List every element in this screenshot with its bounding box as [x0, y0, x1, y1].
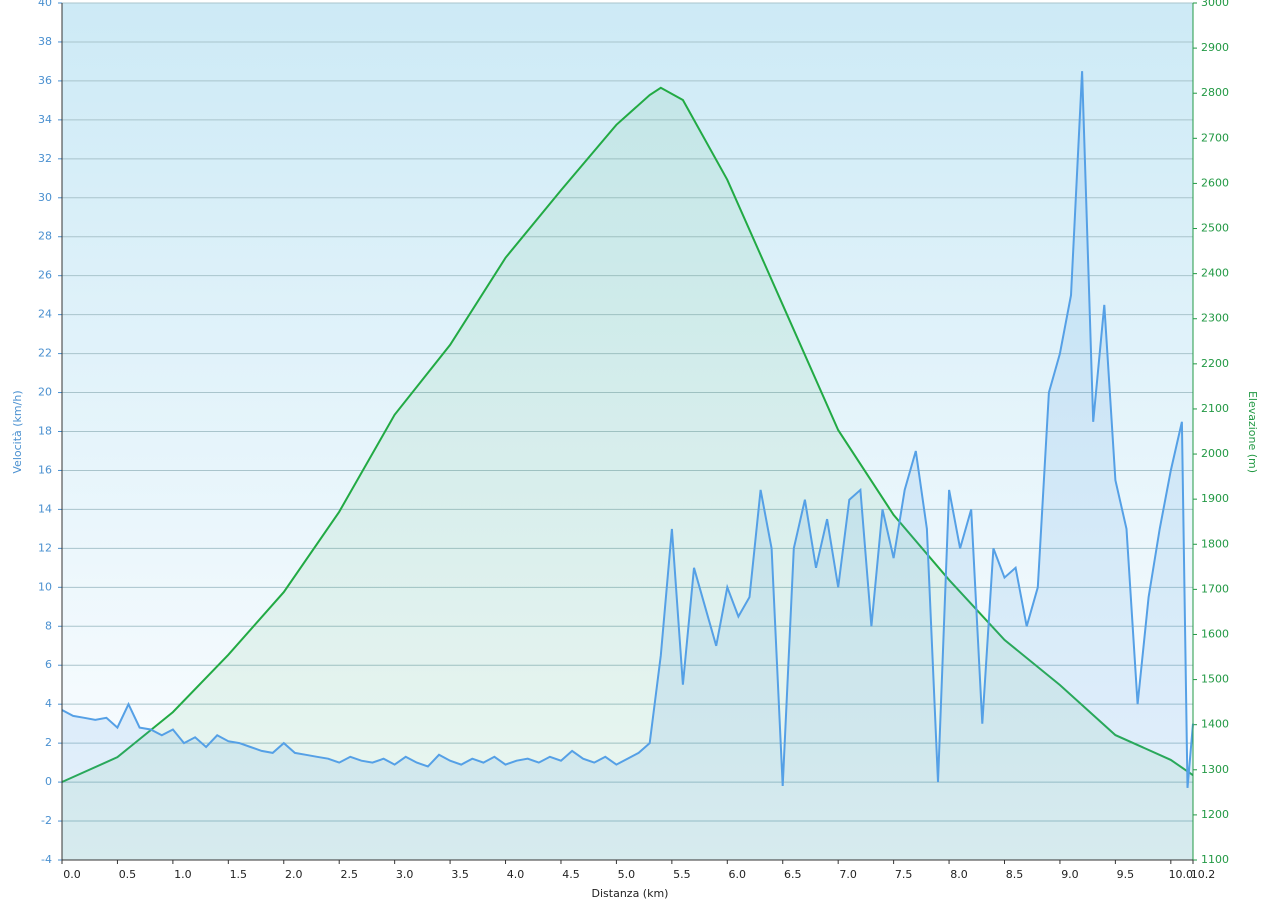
x-tick-label: 9.5 — [1117, 868, 1135, 881]
y2-tick-label: 2400 — [1201, 267, 1229, 280]
x-tick-label: 3.0 — [396, 868, 414, 881]
y-tick-label: 34 — [38, 113, 52, 126]
y-tick-label: 40 — [38, 0, 52, 9]
x-tick-label: 0.5 — [119, 868, 137, 881]
x-tick-label: 2.5 — [340, 868, 358, 881]
x-tick-label: 3.5 — [451, 868, 469, 881]
y-tick-label: 18 — [38, 425, 52, 438]
y-tick-label: 20 — [38, 386, 52, 399]
y2-tick-label: 2500 — [1201, 222, 1229, 235]
y-tick-label: 0 — [45, 775, 52, 788]
x-tick-label: 9.0 — [1061, 868, 1079, 881]
x-axis-label: Distanza (km) — [592, 887, 669, 900]
line — [61, 86, 1194, 783]
x-tick-label: 1.5 — [230, 868, 248, 881]
y-tick-label: 8 — [45, 619, 52, 632]
x-tick-label: 1.0 — [174, 868, 192, 881]
y-tick-label: 24 — [38, 308, 52, 321]
y-tick-label: 6 — [45, 658, 52, 671]
x-tick-label: 10.2 — [1191, 868, 1216, 881]
x-tick-label: 7.5 — [895, 868, 913, 881]
x-tick-label: 6.5 — [784, 868, 802, 881]
y-tick-label: -4 — [41, 853, 52, 866]
y-tick-label: 2 — [45, 736, 52, 749]
y-tick-label: 16 — [38, 463, 52, 476]
y2-tick-label: 1600 — [1201, 627, 1229, 640]
x-tick-label: 10.0 — [1169, 868, 1194, 881]
x-tick-label: 4.0 — [507, 868, 525, 881]
y2-tick-label: 1400 — [1201, 718, 1229, 731]
y-tick-label: 10 — [38, 580, 52, 593]
y-tick-label: 12 — [38, 541, 52, 554]
y2-tick-label: 1300 — [1201, 763, 1229, 776]
y-tick-label: 30 — [38, 191, 52, 204]
line — [61, 71, 1194, 788]
x-tick-label: 0.0 — [63, 868, 81, 881]
y2-tick-label: 2000 — [1201, 447, 1229, 460]
y2-tick-label: 2900 — [1201, 41, 1229, 54]
y2-tick-label: 2700 — [1201, 131, 1229, 144]
y2-axis-label: Elevazione (m) — [1246, 391, 1259, 473]
y-tick-label: 4 — [45, 697, 52, 710]
y-tick-label: 22 — [38, 347, 52, 360]
y-tick-label: 38 — [38, 35, 52, 48]
y2-tick-label: 2600 — [1201, 176, 1229, 189]
y2-tick-label: 2800 — [1201, 86, 1229, 99]
y2-tick-label: 2200 — [1201, 357, 1229, 370]
y2-tick-label: 1100 — [1201, 853, 1229, 866]
y-tick-label: 26 — [38, 269, 52, 282]
y2-tick-label: 3000 — [1201, 0, 1229, 9]
y2-tick-label: 1700 — [1201, 582, 1229, 595]
y2-tick-label: 1900 — [1201, 492, 1229, 505]
y2-tick-label: 1200 — [1201, 808, 1229, 821]
y-tick-label: 14 — [38, 502, 52, 515]
y-tick-label: 28 — [38, 230, 52, 243]
x-tick-label: 8.5 — [1006, 868, 1024, 881]
y2-tick-label: 2300 — [1201, 312, 1229, 325]
x-tick-label: 4.5 — [562, 868, 580, 881]
x-tick-label: 6.0 — [729, 868, 747, 881]
y-tick-label: 32 — [38, 152, 52, 165]
area — [62, 71, 1193, 860]
x-tick-label: 2.0 — [285, 868, 303, 881]
x-tick-label: 5.0 — [618, 868, 636, 881]
x-tick-label: 7.0 — [839, 868, 857, 881]
x-tick-label: 5.5 — [673, 868, 691, 881]
area — [62, 87, 1193, 861]
x-tick-label: 8.0 — [950, 868, 968, 881]
y2-tick-label: 1500 — [1201, 673, 1229, 686]
y2-tick-label: 1800 — [1201, 537, 1229, 550]
y-tick-label: 36 — [38, 74, 52, 87]
y2-tick-label: 2100 — [1201, 402, 1229, 415]
y-tick-label: -2 — [41, 814, 52, 827]
y-axis-label: Velocità (km/h) — [11, 390, 24, 473]
